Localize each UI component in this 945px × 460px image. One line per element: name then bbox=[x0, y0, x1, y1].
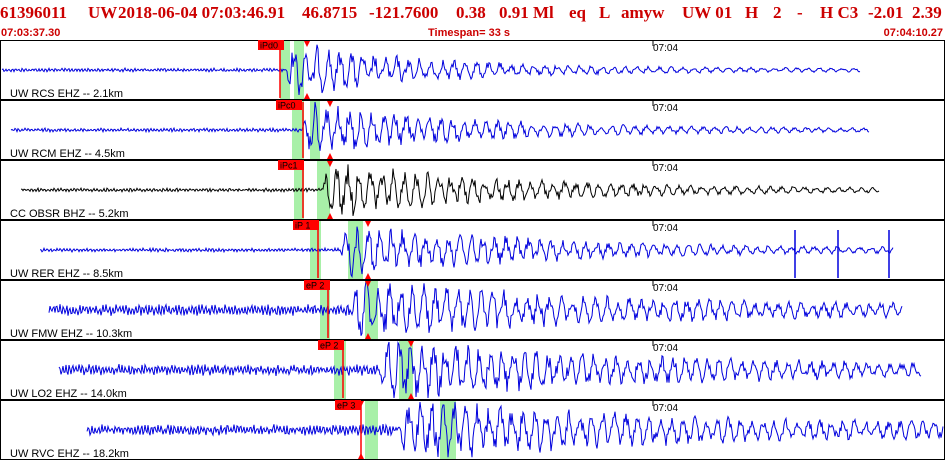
event-id: 61396011 bbox=[0, 3, 68, 22]
pick-flag bbox=[278, 160, 304, 170]
pick-label: iP 1 bbox=[295, 221, 310, 231]
event-depth: 0.38 bbox=[456, 3, 486, 22]
phase-marker-bottom bbox=[327, 213, 333, 219]
event-h-value: 2 bbox=[773, 3, 782, 22]
time-tick-label: 07:04 bbox=[653, 403, 678, 414]
event-latitude: 46.8715 bbox=[302, 3, 358, 22]
event-dash: - bbox=[797, 3, 803, 22]
panel-border bbox=[0, 160, 945, 220]
event-version: UW 01 bbox=[682, 3, 733, 22]
event-type: eq bbox=[569, 3, 586, 22]
timespan: Timespan= 33 s bbox=[428, 27, 511, 39]
phase-marker-top bbox=[304, 41, 310, 47]
waveform-trace bbox=[58, 340, 922, 399]
start-time: 07:03:37.30 bbox=[1, 27, 61, 39]
arrival-window-1 bbox=[294, 161, 304, 219]
seismogram-panels: 07:04 iPd0 UW RCS EHZ -- 2.1km 07:04 iPc0 UW … bbox=[0, 40, 945, 460]
station-label: CC OBSR BHZ -- 5.2km bbox=[10, 208, 129, 220]
arrival-window-1 bbox=[292, 101, 304, 159]
station-label: UW RCS EHZ -- 2.1km bbox=[10, 88, 123, 100]
trace-panel-4: 07:04 iP 1 UW RER EHZ -- 8.5km bbox=[0, 220, 945, 280]
phase-marker-top bbox=[327, 101, 333, 107]
pick-label: eP 3 bbox=[337, 401, 355, 411]
pick-flag bbox=[276, 100, 302, 110]
end-time: 07:04:10.27 bbox=[883, 27, 943, 39]
time-tick-label: 07:04 bbox=[653, 283, 678, 294]
station-label: UW RER EHZ -- 8.5km bbox=[10, 268, 123, 280]
event-source: amyw bbox=[621, 3, 665, 22]
trace-panel-7: 07:04 eP 3 UW RVC EHZ -- 18.2km bbox=[0, 400, 945, 460]
trace-panel-1: 07:04 iPd0 UW RCS EHZ -- 2.1km bbox=[0, 40, 945, 100]
pick-flag bbox=[335, 400, 361, 410]
event-network: UW bbox=[88, 3, 118, 22]
event-hc3: H C3 bbox=[820, 3, 859, 22]
time-tick-label: 07:04 bbox=[653, 163, 678, 174]
event-magnitude: 0.91 Ml bbox=[499, 3, 554, 22]
event-h: H bbox=[745, 3, 759, 22]
seismogram-canvas[interactable]: 07:04 iPd0 UW RCS EHZ -- 2.1km 07:04 iPc0 UW … bbox=[0, 40, 945, 460]
arrival-window-2 bbox=[310, 101, 320, 159]
waveform-trace bbox=[10, 101, 870, 151]
phase-marker-top bbox=[358, 401, 364, 407]
arrival-window-1 bbox=[365, 401, 378, 459]
time-tick-label: 07:04 bbox=[653, 43, 678, 54]
pick-flag bbox=[318, 340, 344, 350]
event-value-1: -2.01 bbox=[868, 3, 904, 22]
pick-flag bbox=[304, 280, 330, 290]
pick-label: iPd0 bbox=[260, 41, 278, 51]
phase-marker-top bbox=[365, 221, 371, 227]
phase-marker-top bbox=[365, 281, 371, 287]
pick-flag bbox=[258, 40, 284, 50]
waveform-trace bbox=[1, 44, 861, 96]
phase-marker-top bbox=[327, 161, 333, 167]
phase-marker-bottom bbox=[365, 333, 371, 339]
waveform-trace bbox=[48, 281, 903, 336]
event-datetime: 2018-06-04 07:03:46.91 bbox=[118, 3, 286, 22]
trace-panel-6: 07:04 eP 2 UW LO2 EHZ -- 14.0km bbox=[0, 340, 945, 400]
time-tick-label: 07:04 bbox=[653, 103, 678, 114]
station-label: UW RCM EHZ -- 4.5km bbox=[10, 148, 125, 160]
phase-marker-bottom bbox=[304, 93, 310, 99]
event-gtype: L bbox=[599, 3, 611, 22]
time-tick-label: 07:04 bbox=[653, 343, 678, 354]
arrival-window-2 bbox=[348, 221, 363, 279]
station-label: UW LO2 EHZ -- 14.0km bbox=[10, 388, 127, 400]
phase-marker-bottom bbox=[408, 393, 414, 399]
phase-marker-bottom bbox=[365, 273, 371, 279]
phase-marker-bottom bbox=[358, 453, 364, 459]
event-header: 61396011 UW 2018-06-04 07:03:46.91 46.87… bbox=[0, 0, 945, 40]
trace-panel-2: 07:04 iPc0 UW RCM EHZ -- 4.5km bbox=[0, 100, 945, 160]
time-tick-label: 07:04 bbox=[653, 223, 678, 234]
pick-flag bbox=[293, 220, 319, 230]
event-value-2: 2.39 bbox=[912, 3, 942, 22]
pick-label: eP 2 bbox=[320, 341, 338, 351]
trace-panel-3: 07:04 iPc1 CC OBSR BHZ -- 5.2km bbox=[0, 160, 945, 220]
waveform-trace bbox=[40, 226, 894, 279]
phase-marker-bottom bbox=[327, 153, 333, 159]
panel-border bbox=[0, 340, 945, 400]
pick-label: eP 2 bbox=[306, 281, 324, 291]
phase-marker-top bbox=[408, 341, 414, 347]
pick-label: iPc1 bbox=[280, 161, 298, 171]
station-label: UW FMW EHZ -- 10.3km bbox=[10, 328, 132, 340]
pick-label: iPc0 bbox=[278, 101, 296, 111]
waveform-trace bbox=[86, 401, 944, 458]
waveform-trace bbox=[20, 164, 880, 216]
trace-panel-5: 07:04 eP 2 UW FMW EHZ -- 10.3km bbox=[0, 280, 945, 340]
arrival-window-2 bbox=[294, 41, 304, 99]
station-label: UW RVC EHZ -- 18.2km bbox=[10, 448, 129, 460]
event-longitude: -121.7600 bbox=[369, 3, 439, 22]
